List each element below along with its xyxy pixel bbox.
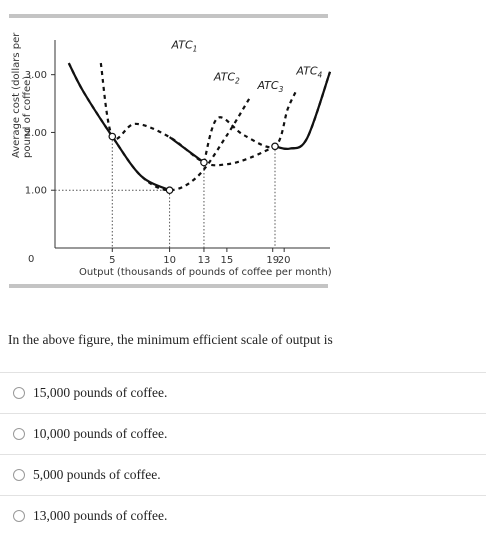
- x-tick-label: 13: [198, 255, 211, 266]
- atc-curve-solid: [274, 71, 332, 151]
- x-axis-title: Output (thousands of pounds of coffee pe…: [79, 267, 332, 278]
- x-tick-label: 5: [109, 255, 115, 266]
- answer-option[interactable]: 13,000 pounds of coffee.: [0, 495, 486, 536]
- answer-option-label: 15,000 pounds of coffee.: [33, 385, 168, 400]
- bottom-rule: [9, 284, 328, 288]
- radio-button-icon[interactable]: [13, 387, 25, 399]
- x-tick-label: 10: [163, 255, 176, 266]
- atc-chart: Average cost (dollars per pound of coffe…: [9, 14, 332, 288]
- question-text: In the above figure, the minimum efficie…: [8, 332, 333, 347]
- y-axis-title-line-1: Average cost (dollars per: [11, 32, 22, 158]
- data-point: [165, 186, 174, 195]
- answer-options: 15,000 pounds of coffee. 10,000 pounds o…: [0, 372, 486, 536]
- x-tick-label: 20: [278, 255, 291, 266]
- origin-label: 0: [28, 254, 34, 265]
- atc-curve-dashed: [274, 71, 332, 151]
- atc-curve-dashed: [202, 91, 297, 163]
- atc-curve-solid: [67, 62, 171, 192]
- y-axis-title-line-2: pound of coffee): [22, 76, 33, 158]
- curve-label: ATC3: [256, 79, 283, 94]
- data-point: [200, 158, 208, 167]
- curve-label: ATC4: [295, 65, 322, 80]
- answer-option[interactable]: 5,000 pounds of coffee.: [0, 454, 486, 495]
- answer-option-label: 10,000 pounds of coffee.: [33, 426, 168, 441]
- radio-button-icon[interactable]: [13, 469, 25, 481]
- figure: Average cost (dollars per pound of coffe…: [9, 14, 332, 288]
- data-point: [108, 132, 117, 141]
- x-tick-label: 19: [266, 255, 279, 266]
- curve-label: ATC2: [213, 70, 240, 85]
- y-axis-title: Average cost (dollars per pound of coffe…: [11, 32, 33, 158]
- answer-option-label: 5,000 pounds of coffee.: [33, 467, 161, 482]
- x-tick-label: 15: [221, 255, 234, 266]
- y-tick-label: 2.00: [25, 128, 47, 139]
- curve-label: ATC1: [171, 39, 198, 54]
- answer-option[interactable]: 15,000 pounds of coffee.: [0, 372, 486, 413]
- answer-option-label: 13,000 pounds of coffee.: [33, 508, 168, 523]
- radio-button-icon[interactable]: [13, 510, 25, 522]
- top-rule: [9, 14, 328, 18]
- atc-curve-solid: [168, 136, 205, 164]
- answer-option[interactable]: 10,000 pounds of coffee.: [0, 413, 486, 454]
- y-tick-label: 1.00: [25, 186, 47, 197]
- radio-button-icon[interactable]: [13, 428, 25, 440]
- y-tick-label: 3.00: [25, 70, 47, 81]
- data-point: [271, 142, 279, 151]
